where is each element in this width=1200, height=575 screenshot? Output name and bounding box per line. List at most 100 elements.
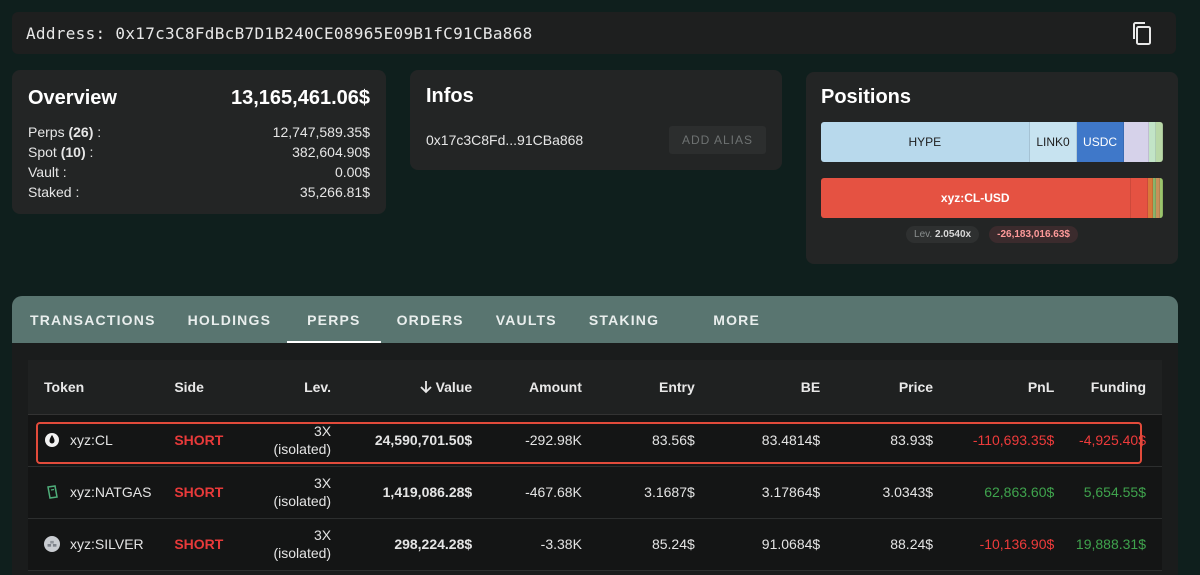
overview-row-label: Vault : <box>28 164 67 180</box>
header-entry[interactable]: Entry <box>581 360 695 415</box>
overview-title: Overview <box>28 86 117 109</box>
header-funding[interactable]: Funding <box>1054 360 1162 415</box>
cell-amount: -292.98K <box>472 414 582 467</box>
token-name: xyz:CL <box>70 432 113 448</box>
copy-icon[interactable] <box>1130 21 1154 47</box>
position-segment[interactable] <box>1149 122 1157 162</box>
overview-row-value: 35,266.81$ <box>299 184 370 200</box>
cell-pnl: -10,136.90$ <box>933 518 1055 571</box>
position-segment[interactable]: USDC <box>1077 122 1124 162</box>
header-lev[interactable]: Lev. <box>247 360 332 415</box>
positions-title: Positions <box>821 86 912 108</box>
tab-orders[interactable]: ORDERS <box>396 311 464 328</box>
table-row[interactable]: xyz:CL SHORT 3X (isolated) 24,590,701.50$ -29… <box>28 414 1162 467</box>
tab-transactions[interactable]: TRANSACTIONS <box>30 311 156 328</box>
header-value[interactable]: Value <box>331 360 473 415</box>
cell-funding: 5,654.55$ <box>1054 466 1162 519</box>
tab-more[interactable]: MORE <box>713 311 761 328</box>
leverage-value: 2.0540x <box>934 229 972 240</box>
position-segment[interactable]: LINK0 <box>1029 122 1078 162</box>
cell-be: 91.0684$ <box>694 518 821 571</box>
cell-value: 1,419,086.28$ <box>331 466 473 519</box>
table-row[interactable]: xyz:SILVER SHORT 3X (isolated) 298,224.28$ -3… <box>28 518 1162 571</box>
table-row[interactable]: xyz:NATGAS SHORT 3X (isolated) 1,419,086.28$… <box>28 466 1162 519</box>
position-segment[interactable] <box>1152 178 1157 218</box>
pnl-badge: -26,183,016.63$ <box>989 226 1078 243</box>
header-amount[interactable]: Amount <box>472 360 582 415</box>
header-be[interactable]: BE <box>694 360 821 415</box>
header-price[interactable]: Price <box>820 360 934 415</box>
position-segment[interactable] <box>1130 178 1148 218</box>
perps-table-wrap: Token Side Lev. Value Amount Entry BE Pr… <box>28 360 1162 571</box>
cell-entry: 85.24$ <box>581 518 695 571</box>
add-alias-button[interactable]: ADD ALIAS <box>668 126 766 154</box>
cell-price: 88.24$ <box>820 518 934 571</box>
cell-price: 3.0343$ <box>820 466 934 519</box>
cell-pnl: 62,863.60$ <box>933 466 1055 519</box>
position-segment[interactable] <box>1156 178 1160 218</box>
cell-pnl: -110,693.35$ <box>933 414 1055 467</box>
infos-title: Infos <box>426 85 474 107</box>
tabs-panel: TRANSACTIONS HOLDINGS PERPS ORDERS VAULTS STA… <box>12 296 1178 575</box>
positions-card: Positions HYPE LINK0 USDC xyz:CL-USD Lev. … <box>806 72 1178 264</box>
cell-funding: 19,888.31$ <box>1054 518 1162 571</box>
address-bar: Address: 0x17c3C8FdBcB7D1B240CE08965E09B… <box>12 12 1176 54</box>
cell-be: 83.4814$ <box>694 414 821 467</box>
cell-token[interactable]: xyz:SILVER <box>28 518 175 571</box>
overview-card: Overview 13,165,461.06$ Perps (26) : 12,7… <box>12 70 386 214</box>
short-address: 0x17c3C8Fd...91CBa868 <box>426 132 584 148</box>
cell-token[interactable]: xyz:CL <box>28 414 175 467</box>
short-positions-bar: xyz:CL-USD <box>821 178 1163 218</box>
cell-token[interactable]: xyz:NATGAS <box>28 466 175 519</box>
long-positions-bar: HYPE LINK0 USDC <box>821 122 1163 162</box>
overview-row-value: 0.00$ <box>334 164 370 180</box>
overview-row: Vault : 0.00$ <box>28 162 370 182</box>
position-segment[interactable]: xyz:CL-USD <box>821 178 1131 218</box>
cell-side: SHORT <box>174 414 248 467</box>
cell-entry: 3.1687$ <box>581 466 695 519</box>
wallet-address: Address: 0x17c3C8FdBcB7D1B240CE08965E09B… <box>26 23 533 43</box>
token-name: xyz:NATGAS <box>70 484 152 500</box>
cell-side: SHORT <box>174 466 248 519</box>
header-value-label: Value <box>435 378 473 395</box>
position-segment[interactable] <box>1156 122 1163 162</box>
cell-entry: 83.56$ <box>581 414 695 467</box>
header-token[interactable]: Token <box>28 360 175 415</box>
leverage-badge: Lev. 2.0540x <box>906 226 980 243</box>
tab-staking[interactable]: STAKING <box>588 311 660 328</box>
overview-row-label: Spot (10) : <box>28 144 94 160</box>
cell-lev: 3X (isolated) <box>247 466 332 519</box>
overview-row: Staked : 35,266.81$ <box>28 182 370 202</box>
cell-amount: -467.68K <box>472 466 582 519</box>
cell-lev: 3X (isolated) <box>247 414 332 467</box>
cell-value: 24,590,701.50$ <box>331 414 473 467</box>
header-pnl[interactable]: PnL <box>933 360 1055 415</box>
cell-be: 3.17864$ <box>694 466 821 519</box>
leverage-label: Lev. <box>914 229 933 240</box>
silver-bars-icon <box>44 536 60 552</box>
gas-cylinder-icon <box>44 484 60 500</box>
oil-drop-icon <box>44 432 60 448</box>
header-side[interactable]: Side <box>174 360 248 415</box>
tab-perps[interactable]: PERPS <box>287 296 382 343</box>
position-segment[interactable] <box>1123 122 1150 162</box>
table-header-row: Token Side Lev. Value Amount Entry BE Pr… <box>28 360 1162 415</box>
position-segment[interactable] <box>1147 178 1153 218</box>
cell-amount: -3.38K <box>472 518 582 571</box>
tab-holdings[interactable]: HOLDINGS <box>187 311 272 328</box>
overview-row-value: 382,604.90$ <box>292 144 370 160</box>
position-segment[interactable]: HYPE <box>821 122 1030 162</box>
cell-price: 83.93$ <box>820 414 934 467</box>
token-name: xyz:SILVER <box>70 536 144 552</box>
tab-vaults[interactable]: VAULTS <box>495 311 557 328</box>
cell-side: SHORT <box>174 518 248 571</box>
position-segment[interactable] <box>1159 178 1163 218</box>
overview-row: Spot (10) : 382,604.90$ <box>28 142 370 162</box>
tab-bar: TRANSACTIONS HOLDINGS PERPS ORDERS VAULTS STA… <box>12 296 1178 343</box>
overview-row-label: Staked : <box>28 184 80 200</box>
overview-row: Perps (26) : 12,747,589.35$ <box>28 122 370 142</box>
cell-lev: 3X (isolated) <box>247 518 332 571</box>
arrow-down-icon <box>419 380 432 394</box>
infos-card: Infos 0x17c3C8Fd...91CBa868 ADD ALIAS <box>410 70 782 170</box>
overview-rows: Perps (26) : 12,747,589.35$ Spot (10) : 382… <box>28 122 370 202</box>
